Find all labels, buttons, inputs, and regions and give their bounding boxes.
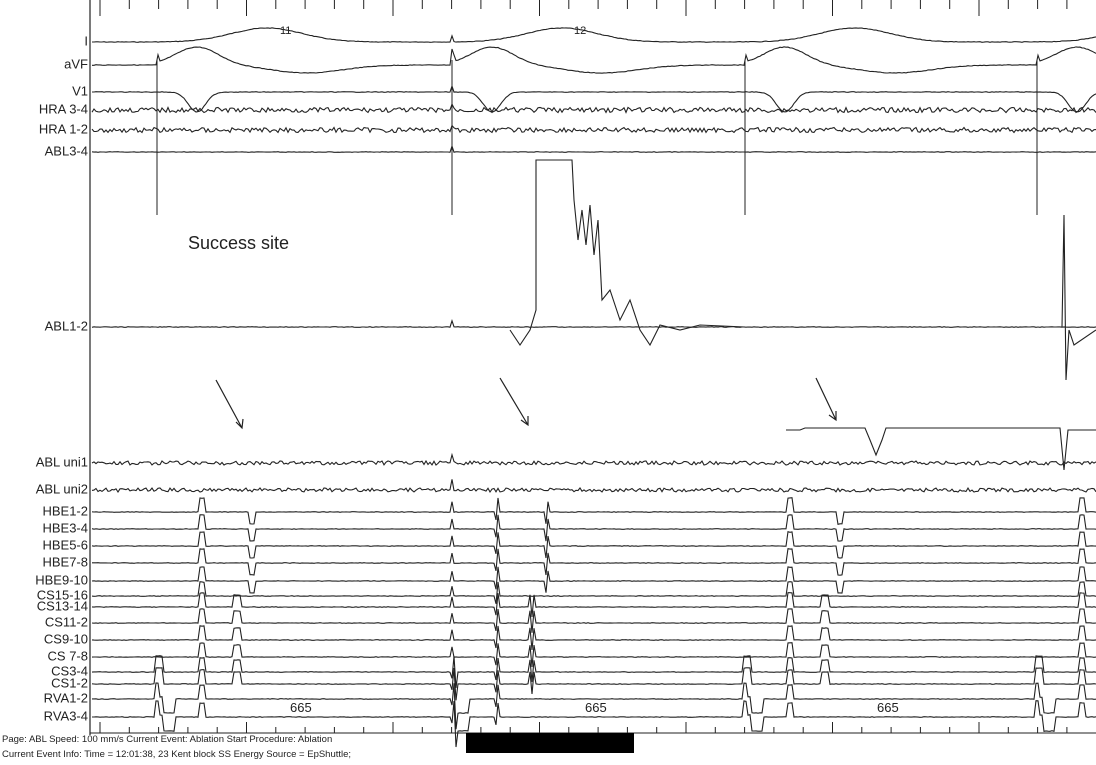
channel-label: I: [84, 33, 88, 48]
channel-label: CS9-10: [44, 631, 88, 646]
channel-label: aVF: [64, 56, 88, 71]
trace: [92, 682, 1096, 730]
channel-label: HBE7-8: [42, 554, 88, 569]
trace: [92, 700, 1096, 748]
interval-label: 665: [290, 700, 312, 715]
trace: [91, 581, 1096, 604]
trace: [91, 124, 1096, 134]
trace: [91, 452, 1096, 466]
channel-label: HBE5-6: [42, 537, 88, 552]
channel-label: HRA 3-4: [39, 101, 88, 116]
interval-label: 665: [585, 700, 607, 715]
channel-label: CS13-14: [37, 598, 88, 613]
trace: [91, 514, 1096, 542]
trace: [92, 46, 1096, 74]
beat-label: 12: [574, 25, 586, 37]
channel-label: ABL uni1: [36, 454, 88, 469]
trace: [91, 497, 1096, 525]
channel-label: V1: [72, 83, 88, 98]
channel-label: CS3-4: [51, 663, 88, 678]
trace: [91, 566, 1096, 594]
trace: [91, 530, 1096, 559]
channel-label: CS11-2: [45, 614, 88, 629]
redaction: [466, 733, 634, 753]
trace: [92, 548, 1096, 576]
channel-label: ABL uni2: [36, 481, 88, 496]
trace: [91, 592, 1096, 618]
trace: [91, 102, 1096, 114]
abl-signal: [509, 159, 746, 347]
trace: [91, 144, 1096, 153]
site-label: Success site: [188, 233, 289, 253]
trace: [91, 479, 1096, 494]
trace: [91, 667, 1096, 701]
channel-label: HBE1-2: [42, 503, 88, 518]
trace: [92, 27, 1096, 43]
trace: [91, 655, 1096, 688]
trace: [92, 84, 1096, 113]
abl-spike: [1061, 214, 1096, 381]
channel-label: HBE9-10: [35, 572, 88, 587]
channel-label: HBE3-4: [42, 520, 88, 535]
channel-label: CS15-16: [37, 587, 88, 602]
beat-label: 11: [280, 25, 291, 37]
channel-label: ABL1-2: [45, 318, 88, 333]
trace: [91, 608, 1096, 633]
trace: [91, 319, 1096, 328]
trace: [91, 642, 1096, 667]
channel-label: RVA1-2: [44, 690, 88, 705]
trace: [91, 625, 1096, 651]
channel-label: HRA 1-2: [39, 121, 88, 136]
channel-label: CS 7-8: [48, 648, 88, 663]
channel-label: ABL3-4: [45, 143, 88, 158]
channel-label: RVA3-4: [44, 708, 88, 723]
traces: [91, 27, 1096, 748]
channel-label: CS1-2: [51, 675, 88, 690]
interval-label: 665: [877, 700, 899, 715]
abl-uni-signal: [786, 427, 1096, 471]
arrows: [215, 377, 837, 430]
footer-line: Current Event Info: Time = 12:01:38, 23 …: [2, 749, 351, 760]
footer-line: Page: ABL Speed: 100 mm/s Current Event:…: [2, 734, 332, 745]
